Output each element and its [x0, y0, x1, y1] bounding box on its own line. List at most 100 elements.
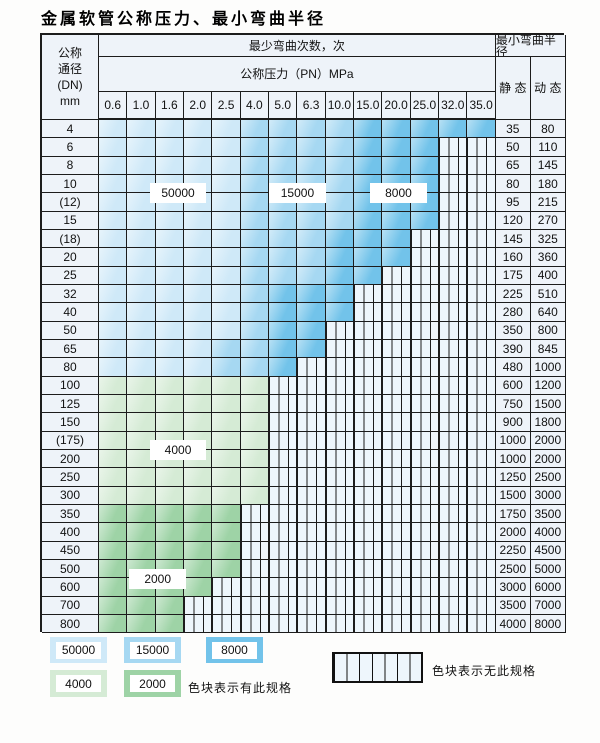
- no-spec-cell: [212, 614, 241, 634]
- spec-cell: [410, 211, 440, 230]
- spec-cell: [269, 211, 298, 230]
- no-spec-cell: [354, 468, 383, 487]
- dn-cell: 50: [42, 321, 99, 340]
- static-radius-cell: 750: [495, 394, 531, 414]
- spec-cell: [99, 559, 128, 579]
- no-spec-cell: [410, 229, 440, 249]
- no-spec-cell: [439, 578, 468, 597]
- dynamic-radius-cell: 180: [530, 174, 566, 194]
- no-spec-cell: [410, 486, 440, 505]
- static-radius-cell: 480: [495, 358, 531, 377]
- spec-cell: [325, 174, 355, 194]
- no-spec-cell: [240, 578, 270, 597]
- no-spec-cell: [439, 431, 468, 450]
- no-spec-cell: [354, 303, 383, 322]
- static-radius-cell: 4000: [495, 614, 531, 634]
- no-spec-cell: [467, 303, 496, 322]
- no-spec-cell: [269, 559, 298, 579]
- dynamic-radius-cell: 510: [530, 284, 566, 304]
- dn-column-header: 公称 通径 (DN) mm: [42, 35, 99, 120]
- static-radius-cell: 1750: [495, 504, 531, 524]
- spec-cell: [354, 266, 383, 285]
- spec-cell: [212, 486, 241, 505]
- dn-cell: 350: [42, 504, 99, 524]
- dynamic-header: 动 态: [530, 57, 566, 120]
- static-radius-cell: 1000: [495, 431, 531, 450]
- spec-cell: [212, 504, 241, 524]
- spec-cell: [354, 138, 383, 157]
- legend-swatch-4000: 4000: [50, 670, 107, 697]
- no-spec-cell: [439, 358, 468, 377]
- pressure-header-2.0: 2.0: [184, 92, 213, 120]
- dn-cell: 8: [42, 156, 99, 175]
- spec-table: 公称 通径 (DN) mm 最少弯曲次数，次 最小弯曲半径 公称压力（PN）MP…: [40, 33, 566, 634]
- no-spec-cell: [467, 596, 496, 615]
- no-spec-cell: [325, 578, 355, 597]
- legend-swatch-label: 2000: [130, 675, 175, 692]
- spec-cell: [212, 248, 241, 267]
- spec-cell: [155, 284, 185, 304]
- spec-cell: [99, 321, 128, 340]
- spec-cell: [99, 413, 128, 432]
- spec-cell: [297, 248, 326, 267]
- dynamic-radius-cell: 360: [530, 248, 566, 267]
- spec-cell: [127, 504, 156, 524]
- no-spec-cell: [439, 303, 468, 322]
- static-radius-cell: 900: [495, 413, 531, 432]
- spec-cell: [184, 413, 213, 432]
- legend-swatch-label: 15000: [130, 641, 175, 659]
- dynamic-radius-cell: 800: [530, 321, 566, 340]
- no-spec-cell: [325, 541, 355, 560]
- legend-swatch-50000: 50000: [50, 637, 107, 663]
- spec-cell: [127, 211, 156, 230]
- no-spec-cell: [467, 284, 496, 304]
- static-radius-cell: 3000: [495, 578, 531, 597]
- spec-cell: [240, 229, 270, 249]
- spec-cell: [325, 303, 355, 322]
- spec-cell: [184, 211, 213, 230]
- no-spec-cell: [354, 578, 383, 597]
- spec-cell: [184, 120, 213, 139]
- spec-cell: [297, 229, 326, 249]
- spec-cell: [184, 156, 213, 175]
- static-radius-cell: 145: [495, 229, 531, 249]
- spec-cell: [155, 339, 185, 359]
- dn-cell: 400: [42, 523, 99, 542]
- dn-cell: 125: [42, 394, 99, 414]
- spec-cell: [240, 339, 270, 359]
- static-radius-cell: 35: [495, 120, 531, 139]
- spec-cell: [212, 138, 241, 157]
- spec-cell: [155, 413, 185, 432]
- no-spec-cell: [439, 174, 468, 194]
- spec-cell: [467, 120, 496, 139]
- no-spec-cell: [212, 578, 241, 597]
- spec-cell: [155, 211, 185, 230]
- legend-swatch-2000: 2000: [124, 670, 181, 697]
- spec-cell: [184, 486, 213, 505]
- no-spec-cell: [382, 284, 411, 304]
- dn-cell: 300: [42, 486, 99, 505]
- dynamic-radius-cell: 3500: [530, 504, 566, 524]
- no-spec-cell: [410, 339, 440, 359]
- no-spec-cell: [382, 578, 411, 597]
- no-spec-cell: [354, 523, 383, 542]
- no-spec-cell: [467, 578, 496, 597]
- static-header: 静 态: [495, 57, 531, 120]
- zone-label-4000: 4000: [149, 440, 207, 461]
- dn-cell: 800: [42, 614, 99, 634]
- no-spec-cell: [467, 449, 496, 469]
- no-spec-cell: [439, 614, 468, 634]
- spec-cell: [297, 339, 326, 359]
- static-radius-cell: 175: [495, 266, 531, 285]
- spec-cell: [212, 156, 241, 175]
- no-spec-cell: [354, 431, 383, 450]
- no-spec-cell: [325, 596, 355, 615]
- dn-cell: 4: [42, 120, 99, 139]
- legend-swatch-label: 50000: [56, 641, 101, 659]
- dynamic-radius-cell: 845: [530, 339, 566, 359]
- spec-cell: [99, 431, 128, 450]
- spec-cell: [212, 211, 241, 230]
- no-spec-cell: [325, 394, 355, 414]
- spec-cell: [155, 120, 185, 139]
- no-spec-cell: [467, 174, 496, 194]
